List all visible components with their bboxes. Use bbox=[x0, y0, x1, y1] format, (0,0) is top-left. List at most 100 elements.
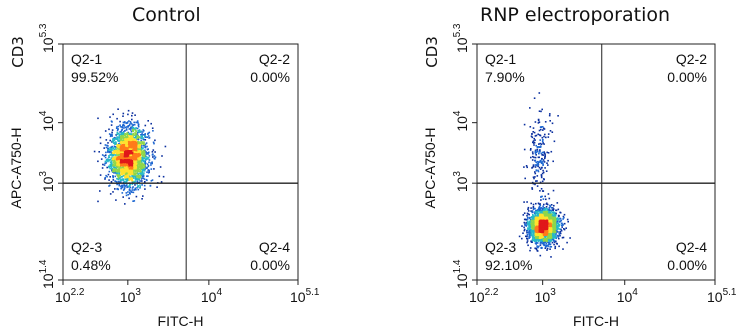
event-point bbox=[120, 153, 123, 155]
event-point bbox=[138, 176, 140, 179]
event-point bbox=[544, 195, 546, 198]
event-point bbox=[536, 185, 539, 187]
event-point bbox=[534, 239, 537, 241]
event-point bbox=[550, 218, 553, 220]
event-point bbox=[108, 133, 111, 135]
event-point bbox=[108, 156, 111, 158]
event-point bbox=[556, 202, 559, 204]
event-point bbox=[542, 205, 544, 208]
event-point bbox=[537, 231, 539, 234]
event-point bbox=[127, 113, 129, 116]
event-point bbox=[534, 183, 536, 186]
event-point bbox=[557, 224, 559, 227]
event-point bbox=[127, 152, 129, 155]
event-point bbox=[536, 223, 538, 226]
event-point bbox=[547, 212, 549, 214]
event-point bbox=[542, 178, 545, 180]
event-point bbox=[112, 157, 115, 159]
event-point bbox=[135, 167, 137, 169]
event-point bbox=[539, 150, 541, 153]
event-point bbox=[123, 127, 125, 129]
event-point bbox=[122, 112, 125, 115]
event-point bbox=[129, 189, 131, 192]
event-point bbox=[545, 244, 548, 247]
quadrant-percent: 99.52% bbox=[71, 69, 118, 85]
event-point bbox=[142, 195, 144, 197]
event-point bbox=[125, 171, 127, 174]
event-point bbox=[114, 180, 117, 183]
event-point bbox=[132, 171, 135, 174]
event-point bbox=[545, 230, 547, 232]
event-point bbox=[532, 141, 534, 143]
event-point bbox=[144, 133, 146, 135]
event-point bbox=[121, 153, 124, 156]
control-flow-plot: 102.2 103 104 105.1101.4103104105.3FITC-HAP… bbox=[8, 23, 320, 329]
event-point bbox=[136, 137, 138, 139]
event-point bbox=[119, 131, 121, 133]
event-point bbox=[129, 183, 131, 186]
event-point bbox=[137, 167, 139, 169]
event-point bbox=[126, 135, 129, 138]
event-point bbox=[120, 173, 123, 175]
event-point bbox=[543, 209, 545, 211]
event-point bbox=[546, 232, 548, 235]
event-point bbox=[544, 236, 547, 238]
event-point bbox=[109, 148, 111, 151]
event-point bbox=[534, 139, 536, 141]
event-point bbox=[538, 210, 540, 213]
event-point bbox=[132, 127, 135, 129]
event-point bbox=[132, 186, 134, 188]
event-point bbox=[126, 138, 128, 140]
event-point bbox=[130, 123, 133, 125]
event-point bbox=[531, 136, 534, 139]
event-point bbox=[548, 219, 551, 222]
event-point bbox=[131, 118, 133, 121]
event-point bbox=[537, 213, 539, 216]
event-point bbox=[560, 230, 563, 232]
event-point bbox=[536, 216, 538, 219]
event-point bbox=[562, 215, 565, 218]
event-point bbox=[133, 162, 136, 164]
event-point bbox=[548, 229, 551, 232]
event-point bbox=[158, 175, 161, 178]
event-point bbox=[108, 179, 110, 181]
event-point bbox=[540, 176, 543, 179]
event-point bbox=[542, 234, 544, 237]
event-point bbox=[131, 143, 133, 145]
event-point bbox=[137, 125, 140, 128]
event-point bbox=[548, 235, 551, 237]
event-point bbox=[144, 168, 146, 170]
event-point bbox=[552, 233, 554, 235]
event-point bbox=[131, 177, 134, 179]
event-point bbox=[136, 120, 139, 122]
event-point bbox=[533, 228, 535, 231]
event-point bbox=[116, 153, 119, 156]
event-point bbox=[142, 141, 144, 143]
event-point bbox=[140, 166, 143, 169]
event-point bbox=[128, 179, 131, 182]
event-point bbox=[544, 247, 547, 249]
event-point bbox=[133, 174, 136, 176]
event-cloud bbox=[518, 92, 571, 258]
event-point bbox=[131, 164, 133, 167]
event-point bbox=[561, 226, 563, 228]
event-point bbox=[543, 243, 545, 245]
event-point bbox=[126, 161, 128, 164]
event-point bbox=[532, 155, 534, 158]
event-point bbox=[529, 247, 532, 249]
event-point bbox=[128, 168, 131, 170]
event-point bbox=[534, 156, 537, 159]
event-point bbox=[544, 210, 547, 213]
event-point bbox=[130, 130, 133, 133]
event-point bbox=[539, 134, 542, 137]
event-point bbox=[107, 147, 109, 150]
event-point bbox=[545, 238, 548, 241]
event-point bbox=[546, 217, 549, 220]
event-point bbox=[120, 173, 122, 176]
event-point bbox=[537, 165, 539, 168]
event-point bbox=[122, 159, 124, 162]
event-point bbox=[104, 156, 107, 159]
event-point bbox=[534, 121, 537, 123]
event-point bbox=[136, 172, 139, 175]
event-point bbox=[531, 234, 534, 236]
